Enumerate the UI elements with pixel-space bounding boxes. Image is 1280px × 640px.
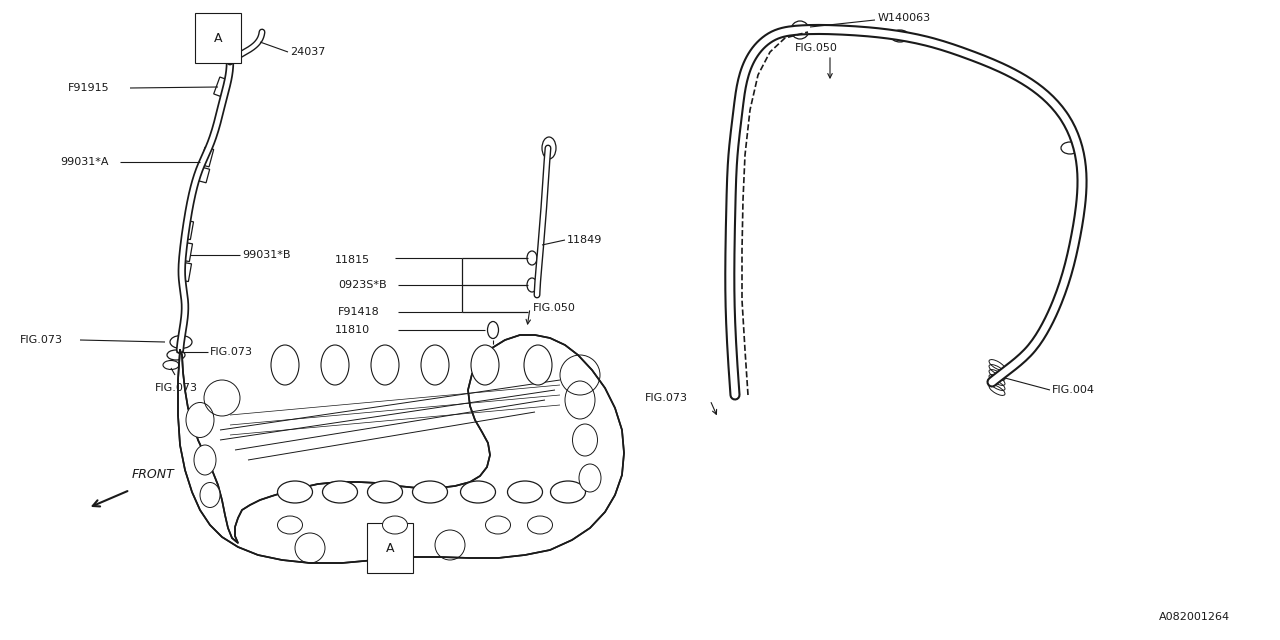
Ellipse shape [321,345,349,385]
Text: FIG.050: FIG.050 [795,43,838,53]
Text: 99031*B: 99031*B [242,250,291,260]
Ellipse shape [564,381,595,419]
Text: FRONT: FRONT [132,468,175,481]
Text: 11849: 11849 [567,235,603,245]
Polygon shape [178,335,625,563]
Ellipse shape [471,345,499,385]
Ellipse shape [524,345,552,385]
Text: 99031*A: 99031*A [60,157,109,167]
Ellipse shape [485,516,511,534]
Ellipse shape [507,481,543,503]
Ellipse shape [323,481,357,503]
Text: FIG.073: FIG.073 [155,383,198,393]
Ellipse shape [572,424,598,456]
Text: FIG.050: FIG.050 [532,303,576,313]
Ellipse shape [383,516,407,534]
Ellipse shape [200,483,220,508]
Text: A: A [385,541,394,554]
Ellipse shape [271,345,300,385]
Text: F91418: F91418 [338,307,380,317]
Ellipse shape [550,481,585,503]
Text: 11810: 11810 [335,325,370,335]
Text: FIG.073: FIG.073 [210,347,253,357]
Ellipse shape [461,481,495,503]
Ellipse shape [421,345,449,385]
Ellipse shape [412,481,448,503]
Text: 11815: 11815 [335,255,370,265]
Text: 24037: 24037 [291,47,325,57]
Ellipse shape [186,403,214,438]
Text: FIG.004: FIG.004 [1052,385,1094,395]
Text: A082001264: A082001264 [1158,612,1230,622]
Ellipse shape [367,481,402,503]
Ellipse shape [579,464,602,492]
Text: 0923S*B: 0923S*B [338,280,387,290]
Ellipse shape [278,481,312,503]
Text: W140063: W140063 [878,13,931,23]
Text: A: A [214,31,223,45]
Ellipse shape [371,345,399,385]
Text: FIG.073: FIG.073 [645,393,689,403]
Ellipse shape [527,516,553,534]
Ellipse shape [278,516,302,534]
Ellipse shape [195,445,216,475]
Text: F91915: F91915 [68,83,110,93]
Text: FIG.073: FIG.073 [20,335,63,345]
